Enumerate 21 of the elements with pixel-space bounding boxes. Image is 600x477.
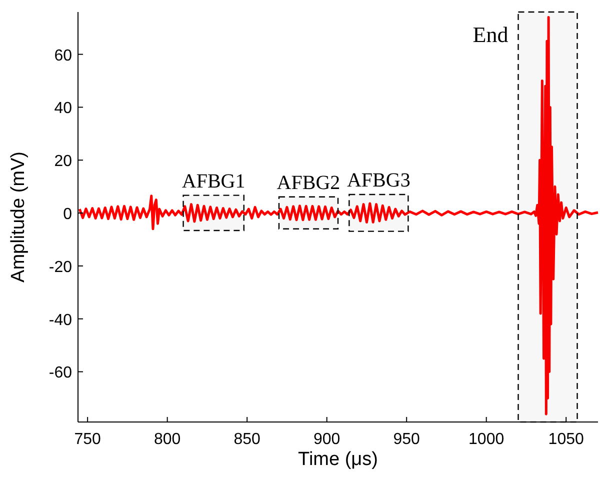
y-tick-label: 0 bbox=[63, 206, 72, 224]
band-label: AFBG1 bbox=[182, 170, 246, 192]
x-tick-label: 800 bbox=[154, 431, 181, 448]
y-tick-label: -40 bbox=[48, 312, 72, 329]
y-tick-label: -60 bbox=[48, 364, 72, 382]
y-tick-label: 60 bbox=[54, 47, 72, 64]
band-label: End bbox=[472, 22, 508, 47]
band-label: AFBG2 bbox=[276, 172, 340, 194]
x-tick-label: 750 bbox=[74, 431, 102, 448]
x-tick-label: 900 bbox=[313, 431, 340, 448]
x-tick-label: 950 bbox=[393, 431, 420, 448]
x-tick-label: 1000 bbox=[468, 431, 504, 448]
x-tick-label: 850 bbox=[234, 431, 261, 448]
band-label: AFBG3 bbox=[346, 170, 410, 192]
y-axis-title: Amplitude (mV) bbox=[8, 152, 29, 282]
y-tick-label: 40 bbox=[54, 100, 72, 118]
x-tick-label: 1050 bbox=[548, 431, 584, 448]
y-tick-label: -20 bbox=[48, 258, 72, 276]
x-axis-title: Time (μs) bbox=[298, 449, 378, 470]
y-tick-label: 20 bbox=[54, 153, 72, 170]
line-series bbox=[78, 16, 600, 416]
